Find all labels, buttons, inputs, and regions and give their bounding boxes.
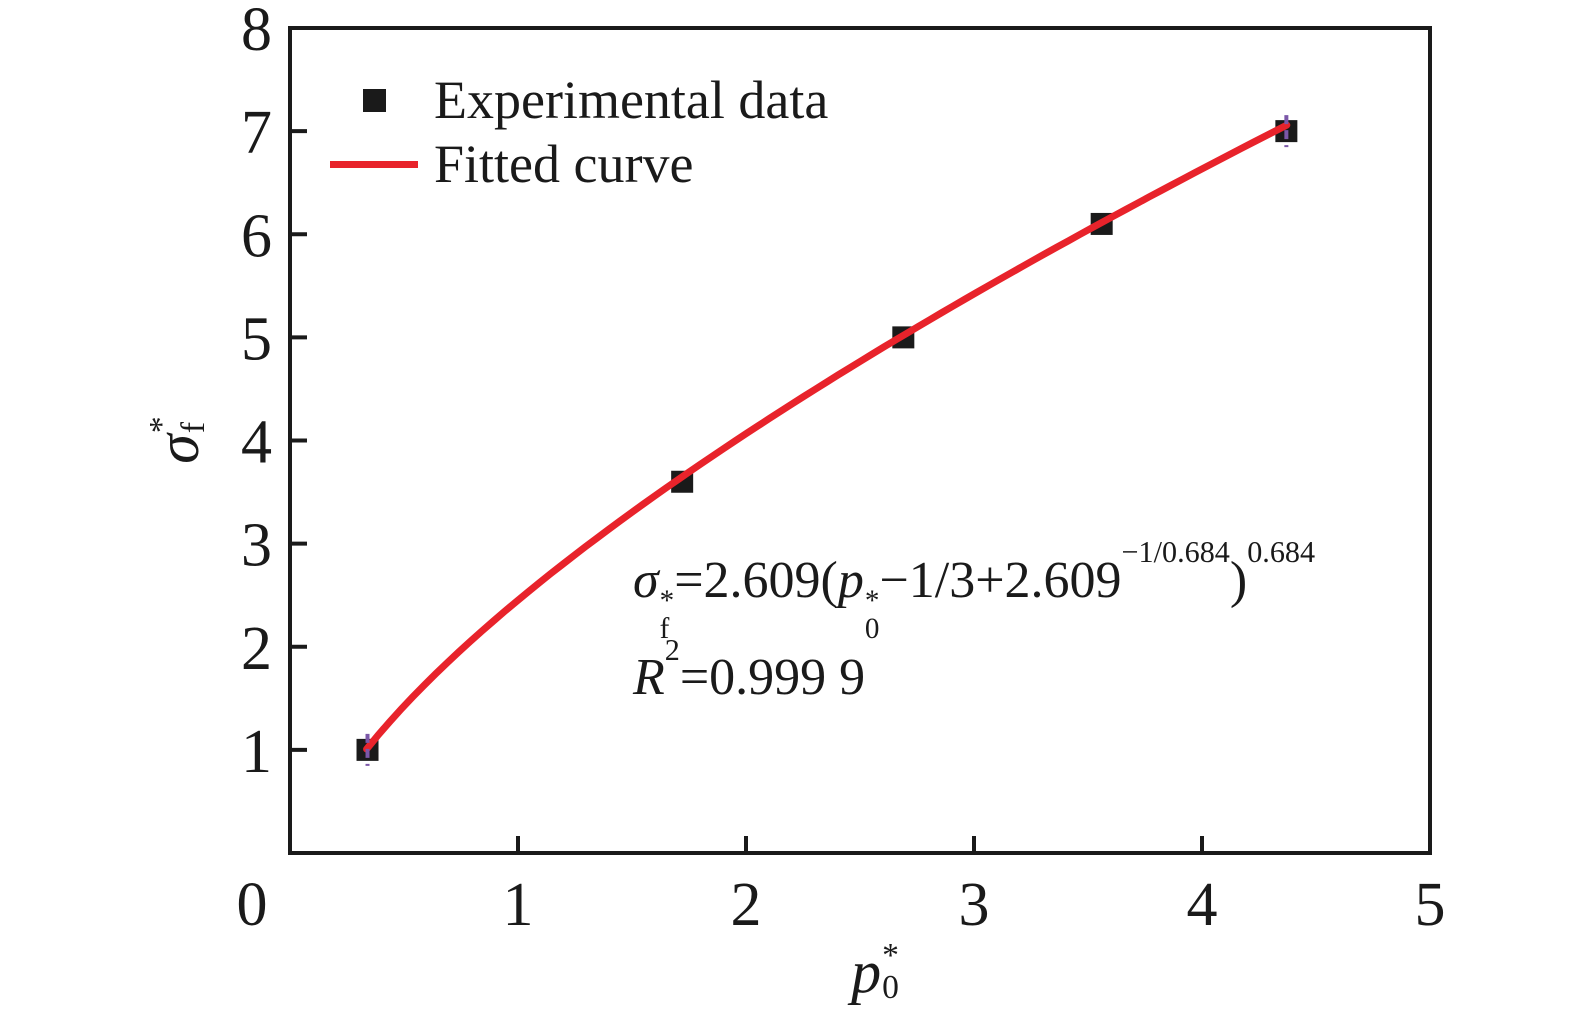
y-tick-label: 2 [241,615,272,683]
x-axis-label-supsub: * 0 [882,937,899,1006]
legend-item-fitted-curve: Fitted curve [330,132,828,196]
legend: Experimental data Fitted curve [330,68,828,196]
r-symbol: R [633,649,665,707]
black-square-marker-icon [362,88,386,112]
x-tick-label: 2 [731,871,762,939]
eq-p-supsub: * 0 [864,585,880,645]
x-axis-label-sub: 0 [882,969,899,1006]
x-axis-label-symbol: p [851,938,882,1005]
eq-sigma-sup: * [659,585,675,618]
x-tick-label: 3 [959,871,990,939]
x-tick-label: 4 [1187,871,1218,939]
eq-fragment: −1/3+2.609 [879,552,1122,609]
r-squared-value: R2=0.999 9 [633,634,1315,713]
eq-p-sup: * [864,585,880,618]
fitted-curve [363,121,1291,753]
y-tick-label: 3 [241,512,272,580]
x-tick-label: 1 [503,871,534,939]
eq-p: p [837,552,864,609]
eq-sigma-sub: f [659,612,670,645]
y-tick-label: 1 [241,718,272,786]
eq-p-sub: 0 [864,612,880,645]
y-axis-label: σ * f [143,340,212,540]
legend-label: Experimental data [434,70,829,130]
fit-equation: σ * f =2.609(p * 0 −1/3+2.609−1/0.684)0.684 [633,537,1315,645]
eq-exponent: 0.684 [1247,535,1316,570]
y-tick-label: 6 [241,202,272,270]
legend-label: Fitted curve [434,134,694,194]
y-tick-label: 7 [241,99,272,167]
eq-fragment: ) [1229,552,1248,609]
x-tick-label: 5 [1415,871,1446,939]
eq-sigma-supsub: * f [659,585,675,645]
y-tick-label: 8 [241,0,272,64]
y-axis-label-symbol: σ [144,434,211,464]
r-exponent: 2 [664,632,680,667]
y-tick-label: 4 [241,409,272,477]
x-axis-label-sup: * [882,937,899,975]
eq-sigma: σ [633,552,659,609]
legend-item-experimental-data: Experimental data [330,68,828,132]
y-axis-label-sub: f [175,421,212,434]
legend-symbol-cell [330,160,418,168]
y-axis-label-sup: * [143,416,181,434]
eq-fragment: =2.609( [674,552,838,609]
y-axis-label-supsub: * f [143,416,212,434]
equation-annotation: σ * f =2.609(p * 0 −1/3+2.609−1/0.684)0.684 R2… [633,537,1315,713]
x-tick-label: 0 [237,871,268,939]
eq-exponent: −1/0.684 [1121,535,1230,570]
r-value: =0.999 9 [679,649,866,707]
legend-symbol-cell [330,88,418,112]
y-tick-label: 5 [241,305,272,373]
red-line-icon [330,160,418,168]
x-axis-label: p * 0 [770,936,980,1008]
